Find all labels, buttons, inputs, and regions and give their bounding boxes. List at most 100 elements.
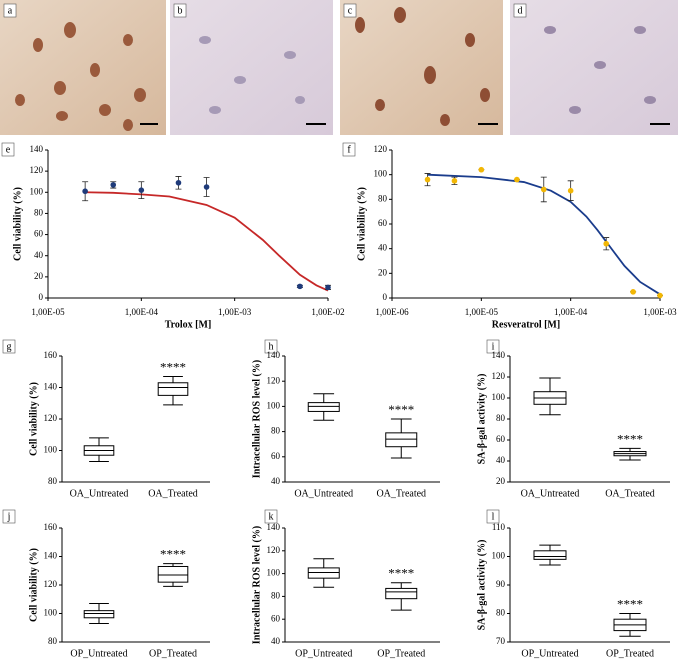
box	[307, 402, 340, 412]
y-tick-label: 0	[39, 292, 44, 302]
y-tick-label: 140	[44, 551, 58, 561]
x-tick-label: OP_Treated	[377, 648, 425, 659]
x-tick-label: 1,00E-06	[375, 307, 409, 317]
y-tick-label: 120	[44, 413, 58, 423]
upper-whisker	[619, 447, 641, 452]
panel-label-box	[2, 339, 16, 354]
data-point	[451, 178, 458, 184]
x-tick-label: OP_Treated	[149, 648, 197, 659]
x-tick-label: OP_Treated	[606, 648, 654, 659]
panel-label-box	[342, 142, 356, 157]
upper-whisker	[390, 418, 412, 433]
upper-whisker	[539, 377, 561, 392]
data-point	[297, 283, 303, 290]
y-tick-label: 80	[496, 608, 506, 618]
data-point	[325, 284, 331, 291]
fit-curve	[85, 191, 329, 292]
panel-label: a	[8, 5, 13, 16]
lower-whisker	[163, 395, 183, 406]
lower-whisker	[313, 578, 335, 588]
data-point	[514, 176, 520, 183]
micrograph-c	[340, 0, 503, 135]
x-tick-label: OP_Untreated	[521, 648, 578, 659]
y-tick-label: 120	[44, 579, 58, 589]
x-tick-label: 1,00E-04	[554, 307, 588, 317]
x-tick-label: OA_Untreated	[70, 488, 129, 499]
y-tick-label: 120	[492, 371, 506, 381]
y-tick-label: 20	[496, 476, 506, 486]
x-tick-label: OA_Treated	[605, 488, 655, 499]
y-axis-title: Cell viability (%)	[28, 548, 39, 622]
y-tick-label: 60	[496, 434, 506, 444]
y-tick-label: 80	[378, 193, 388, 203]
y-tick-label: 80	[496, 413, 506, 423]
panel-label: b	[178, 5, 183, 16]
upper-whisker	[163, 375, 183, 383]
box	[157, 382, 189, 396]
y-tick-label: 60	[34, 229, 44, 239]
y-axis-title: SA-β-gal activity (%)	[476, 374, 487, 465]
y-tick-label: 80	[271, 426, 281, 436]
lower-whisker	[390, 598, 412, 611]
y-tick-label: 100	[374, 169, 388, 179]
panel-label: f	[347, 144, 351, 155]
data-point	[603, 240, 610, 247]
x-tick-label: OA_Treated	[148, 488, 198, 499]
significance: ****	[388, 402, 414, 417]
x-tick-label: 1,00E-03	[643, 307, 677, 317]
y-tick-label: 80	[271, 590, 281, 600]
upper-whisker	[313, 393, 335, 403]
micrograph-d	[510, 0, 678, 135]
lower-whisker	[619, 455, 641, 461]
significance: ****	[160, 547, 186, 562]
panel-label-box	[264, 509, 278, 524]
y-tick-label: 140	[492, 350, 506, 360]
upper-whisker	[619, 613, 641, 620]
significance: ****	[617, 596, 643, 611]
data-point	[567, 187, 574, 194]
panel-label: g	[7, 341, 12, 352]
x-tick-label: 1,00E-05	[31, 307, 65, 317]
significance: ****	[617, 431, 643, 446]
x-tick-label: 1,00E-03	[218, 307, 252, 317]
data-point	[175, 179, 182, 186]
y-tick-label: 100	[30, 186, 44, 196]
significance: ****	[160, 359, 186, 374]
x-axis-title: Resveratrol [M]	[492, 319, 560, 330]
panel-label-box	[486, 509, 500, 524]
y-tick-label: 90	[496, 579, 506, 589]
y-tick-label: 20	[34, 271, 44, 281]
panel-label: e	[6, 144, 11, 155]
panel-label-box	[173, 3, 187, 18]
y-axis-title: SA-β-gal activity (%)	[476, 540, 487, 631]
y-tick-label: 120	[30, 165, 44, 175]
data-point	[540, 186, 547, 193]
y-tick-label: 40	[271, 636, 281, 646]
y-tick-label: 110	[492, 522, 506, 532]
panel-label-box	[2, 509, 16, 524]
panel-label-box	[513, 3, 527, 18]
y-tick-label: 80	[48, 476, 58, 486]
upper-whisker	[390, 582, 412, 589]
y-tick-label: 0	[383, 292, 388, 302]
box	[385, 432, 418, 448]
panel-label-box	[486, 339, 500, 354]
y-tick-label: 140	[44, 382, 58, 392]
y-tick-label: 100	[267, 400, 281, 410]
y-tick-label: 60	[271, 613, 281, 623]
y-tick-label: 100	[44, 445, 58, 455]
box	[385, 587, 418, 600]
y-axis-title: Cell viability (%)	[12, 187, 23, 261]
y-tick-label: 40	[496, 455, 506, 465]
panel-label: d	[518, 5, 523, 16]
data-point	[110, 182, 117, 188]
x-tick-label: OP_Untreated	[70, 648, 127, 659]
micrograph-b	[170, 0, 333, 135]
x-tick-label: OA_Treated	[376, 488, 426, 499]
data-point	[138, 187, 145, 193]
lower-whisker	[539, 404, 561, 416]
upper-whisker	[89, 437, 109, 446]
lower-whisker	[619, 630, 641, 637]
y-tick-label: 40	[271, 476, 281, 486]
y-tick-label: 60	[378, 218, 388, 228]
